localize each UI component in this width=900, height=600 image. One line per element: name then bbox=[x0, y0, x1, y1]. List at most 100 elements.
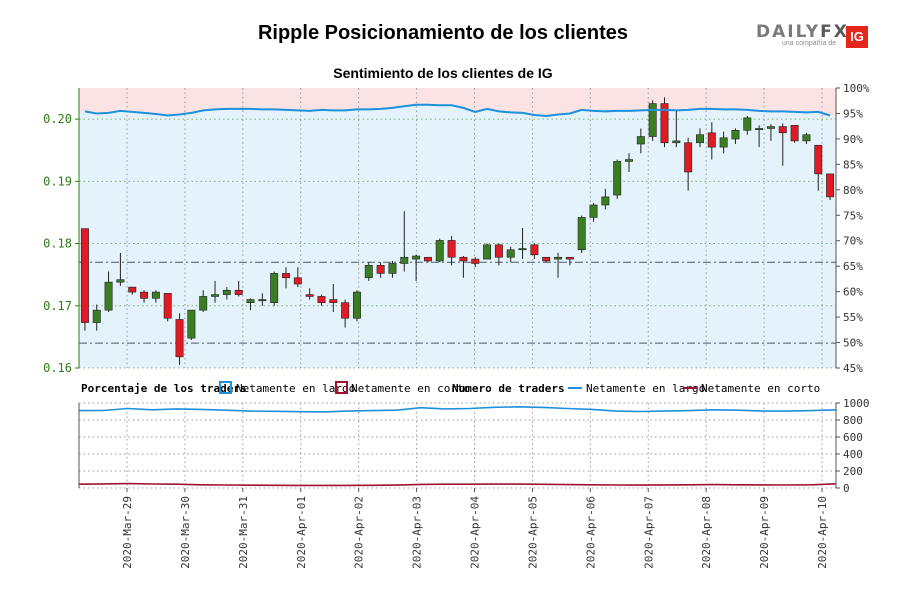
legend-long-swatch bbox=[219, 381, 232, 394]
candle-down bbox=[423, 256, 432, 262]
candle-down bbox=[329, 299, 338, 303]
y2-tick-label: 100% bbox=[843, 82, 870, 95]
candle-down bbox=[684, 142, 693, 173]
net-long-area bbox=[79, 104, 836, 369]
candle-down bbox=[565, 256, 574, 260]
x-tick-label: 2020-Apr-10 bbox=[816, 496, 829, 569]
candle-down bbox=[234, 289, 243, 295]
logo-brand-b: FX bbox=[820, 22, 849, 42]
candle-up bbox=[151, 291, 160, 299]
candle-up bbox=[412, 255, 421, 260]
candle-up bbox=[388, 263, 397, 274]
candle-down bbox=[471, 258, 480, 264]
candle-down bbox=[459, 256, 468, 262]
y2-tick-label: 80% bbox=[843, 184, 863, 197]
sub-y-tick-label: 0 bbox=[843, 482, 850, 495]
candle-up bbox=[92, 309, 101, 323]
sub-y-tick-label: 600 bbox=[843, 431, 863, 444]
candle-up bbox=[352, 291, 361, 319]
candle-down bbox=[530, 244, 539, 256]
candle-up bbox=[755, 128, 764, 130]
candle-up bbox=[577, 217, 586, 251]
candle-down bbox=[707, 132, 716, 148]
candle-up bbox=[364, 265, 373, 279]
candle-up bbox=[506, 249, 515, 258]
candle-up bbox=[554, 256, 563, 260]
candle-down bbox=[305, 294, 314, 297]
candle-down bbox=[293, 277, 302, 285]
candle-up bbox=[719, 137, 728, 148]
candle-down bbox=[282, 273, 290, 279]
sub-y-tick-label: 400 bbox=[843, 448, 863, 461]
legend-count-short: Netamente en corto bbox=[701, 382, 820, 395]
candle-down bbox=[317, 296, 326, 303]
legend-pct-title: Porcentaje de los traders bbox=[81, 382, 247, 395]
ig-badge: IG bbox=[846, 26, 868, 48]
logo-tagline: una compañía de bbox=[782, 40, 837, 47]
legend-pct-long: Netamente en largo bbox=[236, 382, 355, 395]
candle-up bbox=[211, 294, 219, 297]
candle-up bbox=[270, 273, 279, 303]
chart-title: Ripple Posicionamiento de los clientes bbox=[257, 22, 629, 44]
candle-up bbox=[187, 309, 196, 339]
logo-wordmark: DAILYFX bbox=[756, 22, 849, 42]
x-tick-label: 2020-Apr-06 bbox=[584, 496, 597, 569]
candle-up bbox=[743, 117, 752, 131]
legend-pct-short: Netamente en corto bbox=[351, 382, 470, 395]
candle-down bbox=[128, 286, 137, 293]
traders-long-line bbox=[78, 405, 837, 413]
y2-tick-label: 65% bbox=[843, 260, 863, 273]
y2-tick-label: 70% bbox=[843, 235, 863, 248]
x-tick-label: 2020-Apr-08 bbox=[700, 496, 713, 569]
candle-down bbox=[163, 293, 172, 319]
candle-up bbox=[222, 289, 231, 295]
x-tick-label: 2020-Apr-02 bbox=[353, 496, 366, 569]
y-tick-label: 0.17 bbox=[43, 299, 72, 313]
candle-up bbox=[435, 240, 444, 262]
y2-tick-label: 60% bbox=[843, 286, 863, 299]
traders-short-line bbox=[78, 482, 837, 487]
sub-y-tick-label: 1000 bbox=[843, 397, 870, 410]
sub-y-tick-label: 800 bbox=[843, 414, 863, 427]
candle-up bbox=[696, 134, 704, 144]
candle-up bbox=[104, 281, 113, 311]
y-tick-label: 0.18 bbox=[43, 237, 72, 251]
net-long-line bbox=[84, 103, 831, 118]
candle-up bbox=[766, 126, 775, 129]
x-tick-label: 2020-Apr-05 bbox=[526, 496, 539, 569]
candle-up bbox=[246, 299, 255, 303]
x-tick-label: 2020-Apr-01 bbox=[295, 496, 308, 569]
candle-up bbox=[483, 244, 492, 260]
candle-down bbox=[140, 291, 149, 299]
logo-brand-a: DAILY bbox=[756, 22, 821, 42]
y-tick-label: 0.16 bbox=[43, 361, 72, 375]
candle-down bbox=[542, 256, 551, 262]
candle-up bbox=[258, 299, 267, 302]
candle-up bbox=[625, 159, 633, 162]
candle-up bbox=[613, 161, 622, 196]
candle-down bbox=[778, 126, 787, 134]
candle-up bbox=[672, 140, 681, 144]
candle-up bbox=[601, 196, 610, 206]
y2-tick-label: 45% bbox=[843, 362, 863, 375]
dailyfx-logo: DAILYFX una compañía de IG bbox=[756, 22, 868, 50]
y2-tick-label: 50% bbox=[843, 337, 863, 350]
y-tick-label: 0.19 bbox=[43, 174, 72, 188]
candle-up bbox=[731, 130, 740, 140]
candle-up bbox=[648, 103, 657, 137]
candle-down bbox=[494, 244, 503, 258]
candle-up bbox=[116, 279, 125, 283]
candle-up bbox=[199, 296, 208, 311]
legend-count-long: Netamente en largo bbox=[586, 382, 705, 395]
candle-down bbox=[341, 302, 350, 319]
x-tick-label: 2020-Mar-30 bbox=[179, 496, 192, 569]
candle-down bbox=[175, 319, 184, 358]
candle-down bbox=[814, 144, 823, 175]
candle-down bbox=[447, 240, 456, 258]
sub-y-tick-label: 200 bbox=[843, 465, 863, 478]
candle-down bbox=[376, 265, 385, 274]
candle-up bbox=[589, 204, 598, 218]
y2-tick-label: 75% bbox=[843, 209, 863, 222]
candle-down bbox=[826, 173, 835, 198]
